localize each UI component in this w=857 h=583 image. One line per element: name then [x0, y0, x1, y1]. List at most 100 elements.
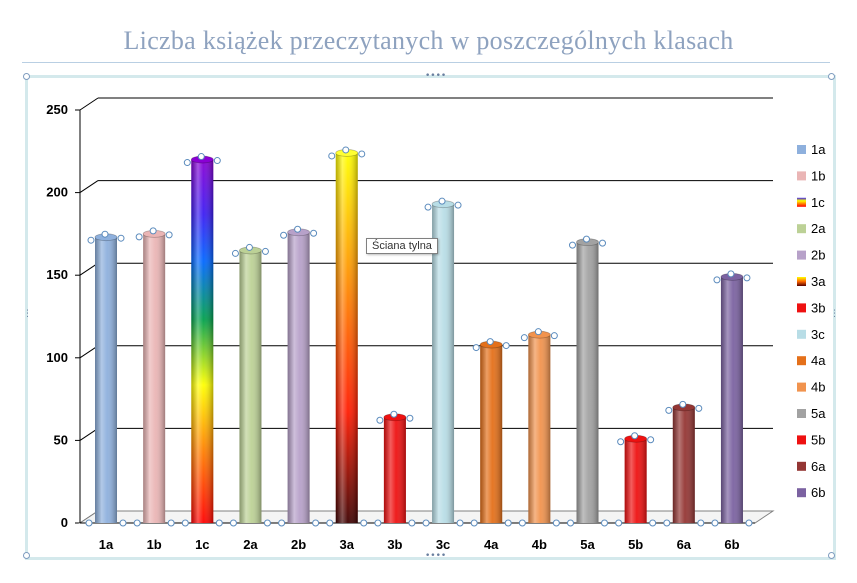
selection-handle[interactable]: [374, 519, 382, 527]
resize-handle-bottom-right[interactable]: [828, 552, 835, 559]
bar-5b[interactable]: [615, 432, 657, 527]
selection-handle[interactable]: [518, 519, 526, 527]
selection-handle[interactable]: [454, 201, 462, 209]
selection-handle[interactable]: [406, 414, 414, 422]
legend-item-3a[interactable]: 3a: [797, 274, 826, 289]
selection-handle[interactable]: [167, 519, 175, 527]
selection-handle[interactable]: [456, 519, 464, 527]
resize-handle-bottom[interactable]: ••••: [425, 551, 447, 561]
selection-handle[interactable]: [711, 519, 719, 527]
selection-handle[interactable]: [617, 438, 625, 446]
resize-handle-right[interactable]: ⋮: [830, 309, 839, 319]
legend[interactable]: 1a 1b 1c 2a 2b 3a 3b 3c 4a 4b 5a 5b 6a 6b: [797, 142, 826, 500]
selection-handle[interactable]: [229, 519, 237, 527]
selection-handle[interactable]: [665, 406, 673, 414]
selection-handle[interactable]: [424, 203, 432, 211]
selection-handle[interactable]: [743, 274, 751, 282]
selection-handle[interactable]: [263, 519, 271, 527]
legend-item-5a[interactable]: 5a: [797, 406, 826, 421]
bar-4b[interactable]: [518, 328, 560, 527]
legend-item-1b[interactable]: 1b: [797, 168, 825, 183]
selection-handle[interactable]: [181, 519, 189, 527]
resize-handle-top-right[interactable]: [828, 73, 835, 80]
selection-handle[interactable]: [326, 519, 334, 527]
selection-handle[interactable]: [149, 227, 157, 235]
bar-1c[interactable]: [181, 153, 223, 527]
bar-6a[interactable]: [663, 400, 705, 527]
selection-handle[interactable]: [567, 519, 574, 527]
selection-handle[interactable]: [583, 235, 590, 243]
bar-1a[interactable]: [85, 230, 127, 527]
selection-handle[interactable]: [552, 519, 560, 527]
legend-item-3c[interactable]: 3c: [797, 327, 825, 342]
selection-handle[interactable]: [310, 229, 318, 237]
selection-handle[interactable]: [294, 225, 302, 233]
selection-handle[interactable]: [85, 519, 93, 527]
legend-item-2b[interactable]: 2b: [797, 248, 825, 263]
selection-handle[interactable]: [534, 328, 542, 336]
bar-6b[interactable]: [711, 270, 753, 527]
bar-3a[interactable]: [326, 146, 368, 527]
selection-handle[interactable]: [520, 334, 528, 342]
bar-1b[interactable]: [133, 227, 175, 527]
selection-handle[interactable]: [135, 233, 143, 241]
legend-item-3b[interactable]: 3b: [797, 300, 825, 315]
selection-handle[interactable]: [697, 519, 705, 527]
legend-item-5b[interactable]: 5b: [797, 432, 825, 447]
selection-handle[interactable]: [119, 519, 127, 527]
selection-handle[interactable]: [745, 519, 753, 527]
selection-handle[interactable]: [213, 157, 221, 165]
legend-item-2a[interactable]: 2a: [797, 221, 826, 236]
legend-item-1c[interactable]: 1c: [797, 195, 825, 210]
legend-item-4b[interactable]: 4b: [797, 380, 825, 395]
resize-handle-left[interactable]: ⋮: [23, 309, 32, 319]
bar-5a[interactable]: [567, 235, 608, 527]
legend-item-6b[interactable]: 6b: [797, 485, 825, 500]
selection-handle[interactable]: [245, 243, 253, 251]
selection-handle[interactable]: [231, 249, 239, 257]
selection-handle[interactable]: [117, 234, 125, 242]
selection-handle[interactable]: [631, 432, 639, 440]
selection-handle[interactable]: [438, 197, 446, 205]
selection-handle[interactable]: [502, 342, 510, 350]
selection-handle[interactable]: [470, 519, 478, 527]
selection-handle[interactable]: [312, 519, 320, 527]
selection-handle[interactable]: [328, 152, 336, 160]
selection-handle[interactable]: [599, 239, 606, 247]
selection-handle[interactable]: [679, 400, 687, 408]
selection-handle[interactable]: [550, 332, 558, 340]
selection-handle[interactable]: [486, 338, 494, 346]
bar-4a[interactable]: [470, 338, 512, 527]
selection-handle[interactable]: [663, 519, 671, 527]
selection-handle[interactable]: [165, 231, 173, 239]
bar-2b[interactable]: [278, 225, 320, 527]
bar-2a[interactable]: [229, 243, 271, 527]
chart-area[interactable]: 0 50 100 150 200 250 1a 1b 1c 2a 2b 3a 3b 3c 4a 4b 5a 5b 6…: [23, 71, 839, 561]
resize-handle-top[interactable]: ••••: [425, 71, 447, 81]
selection-handle[interactable]: [360, 519, 368, 527]
selection-handle[interactable]: [278, 519, 286, 527]
selection-handle[interactable]: [472, 344, 480, 352]
selection-handle[interactable]: [408, 519, 416, 527]
selection-handle[interactable]: [601, 519, 608, 527]
selection-handle[interactable]: [133, 519, 141, 527]
selection-handle[interactable]: [649, 519, 657, 527]
selection-handle[interactable]: [280, 231, 288, 239]
legend-item-6a[interactable]: 6a: [797, 459, 826, 474]
selection-handle[interactable]: [376, 416, 384, 424]
selection-handle[interactable]: [504, 519, 512, 527]
selection-handle[interactable]: [101, 230, 109, 238]
selection-handle[interactable]: [215, 519, 223, 527]
selection-handle[interactable]: [390, 410, 398, 418]
selection-handle[interactable]: [569, 241, 576, 249]
bar-3c[interactable]: [422, 197, 464, 527]
selection-handle[interactable]: [261, 247, 269, 255]
selection-handle[interactable]: [183, 159, 191, 167]
selection-handle[interactable]: [727, 270, 735, 278]
resize-handle-top-left[interactable]: [23, 73, 30, 80]
selection-handle[interactable]: [647, 436, 655, 444]
selection-handle[interactable]: [713, 276, 721, 284]
resize-handle-bottom-left[interactable]: [23, 552, 30, 559]
bar-3b[interactable]: [374, 410, 416, 527]
selection-handle[interactable]: [197, 153, 205, 161]
